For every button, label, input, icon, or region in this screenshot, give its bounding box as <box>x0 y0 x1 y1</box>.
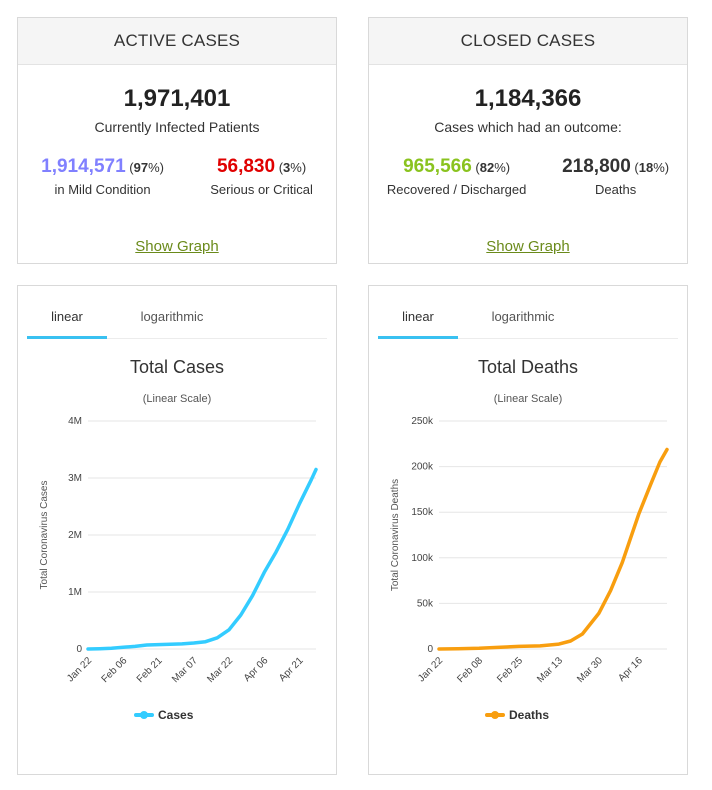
y-tick-label: 150k <box>411 507 434 518</box>
active-cases-caption: Currently Infected Patients <box>94 119 260 135</box>
mild-condition-stat: 1,914,571 (97%) in Mild Condition <box>41 156 164 197</box>
y-tick-label: 2M <box>68 530 82 541</box>
closed-show-graph-link[interactable]: Show Graph <box>486 238 570 255</box>
legend-label: Cases <box>158 708 194 722</box>
closed-cases-header: CLOSED CASES <box>369 18 687 65</box>
recovered-stat: 965,566 (82%) Recovered / Discharged <box>386 156 527 197</box>
closed-cases-caption: Cases which had an outcome: <box>434 119 622 135</box>
active-cases-breakdown: 1,914,571 (97%) in Mild Condition 56,830… <box>18 156 336 197</box>
legend-marker <box>491 711 499 719</box>
cases-tab-logarithmic[interactable]: logarithmic <box>140 309 204 324</box>
x-tick-label: Apr 21 <box>277 655 306 684</box>
y-tick-label: 100k <box>411 553 434 564</box>
y-tick-label: 50k <box>417 598 434 609</box>
chart-subtitle: (Linear Scale) <box>494 393 562 405</box>
mild-number: 1,914,571 <box>41 156 126 177</box>
legend-marker <box>140 711 148 719</box>
serious-caption: Serious or Critical <box>210 182 313 197</box>
x-tick-label: Jan 22 <box>416 655 445 684</box>
x-tick-label: Mar 07 <box>170 655 200 685</box>
deaths-tab-logarithmic[interactable]: logarithmic <box>491 309 555 324</box>
cases-tab-linear[interactable]: linear <box>27 302 107 339</box>
x-tick-label: Apr 06 <box>242 655 271 684</box>
y-tick-label: 3M <box>68 473 82 484</box>
y-axis-title: Total Coronavirus Cases <box>39 481 50 590</box>
closed-cases-panel: CLOSED CASES 1,184,366 Cases which had a… <box>368 17 688 264</box>
y-tick-label: 0 <box>76 644 82 655</box>
deaths-percent: 18 <box>638 160 654 175</box>
total-cases-chart: Total Cases (Linear Scale) 0 1M 2M 3M 4M Total … <box>39 357 318 722</box>
x-tick-label: Feb 06 <box>100 655 130 685</box>
x-tick-label: Feb 08 <box>455 655 485 685</box>
x-tick-label: Jan 22 <box>65 655 94 684</box>
serious-percent: 3 <box>283 160 291 175</box>
active-cases-panel: ACTIVE CASES 1,971,401 Currently Infecte… <box>17 17 337 264</box>
series-line-cases <box>86 467 318 651</box>
deaths-scale-tabs: linear logarithmic <box>378 302 678 339</box>
deaths-caption: Deaths <box>595 182 637 197</box>
recovered-percent: 82 <box>479 160 495 175</box>
x-tick-label: Mar 22 <box>205 655 235 685</box>
mild-percent: 97 <box>133 160 149 175</box>
recovered-number: 965,566 <box>403 156 472 177</box>
deaths-number: 218,800 <box>562 156 631 177</box>
deaths-stat: 218,800 (18%) Deaths <box>562 156 670 197</box>
series-line-deaths <box>437 447 669 651</box>
total-cases-chart-panel: linear logarithmic Total Cases (Linear Sc… <box>17 285 337 775</box>
legend-label: Deaths <box>509 708 549 722</box>
y-tick-label: 0 <box>427 644 433 655</box>
x-tick-label: Mar 30 <box>575 655 605 685</box>
y-tick-label: 250k <box>411 416 434 427</box>
active-cases-header: ACTIVE CASES <box>18 18 336 65</box>
y-tick-label: 200k <box>411 462 434 473</box>
cases-scale-tabs: linear logarithmic <box>27 302 327 339</box>
x-tick-label: Mar 13 <box>535 655 565 685</box>
serious-condition-stat: 56,830 (3%) Serious or Critical <box>210 156 313 197</box>
y-tick-label: 4M <box>68 416 82 427</box>
deaths-tab-linear[interactable]: linear <box>378 302 458 339</box>
active-cases-total: 1,971,401 <box>123 85 231 112</box>
closed-cases-total: 1,184,366 <box>474 85 582 112</box>
x-tick-label: Apr 16 <box>616 655 645 684</box>
chart-title: Total Deaths <box>478 357 578 377</box>
chart-title: Total Cases <box>130 357 224 377</box>
recovered-caption: Recovered / Discharged <box>386 182 527 197</box>
y-tick-label: 1M <box>68 587 82 598</box>
closed-cases-breakdown: 965,566 (82%) Recovered / Discharged 218… <box>369 156 687 197</box>
mild-caption: in Mild Condition <box>54 182 151 197</box>
serious-number: 56,830 <box>216 156 276 177</box>
x-tick-label: Feb 25 <box>495 655 525 685</box>
chart-subtitle: (Linear Scale) <box>143 393 211 405</box>
x-tick-label: Feb 21 <box>135 655 165 685</box>
active-show-graph-link[interactable]: Show Graph <box>135 238 219 255</box>
y-axis-title: Total Coronavirus Deaths <box>390 479 401 591</box>
total-deaths-chart-panel: linear logarithmic Total Deaths (Linear S… <box>368 285 688 775</box>
total-deaths-chart: Total Deaths (Linear Scale) 0 50k 100k 150k 20… <box>390 357 669 722</box>
